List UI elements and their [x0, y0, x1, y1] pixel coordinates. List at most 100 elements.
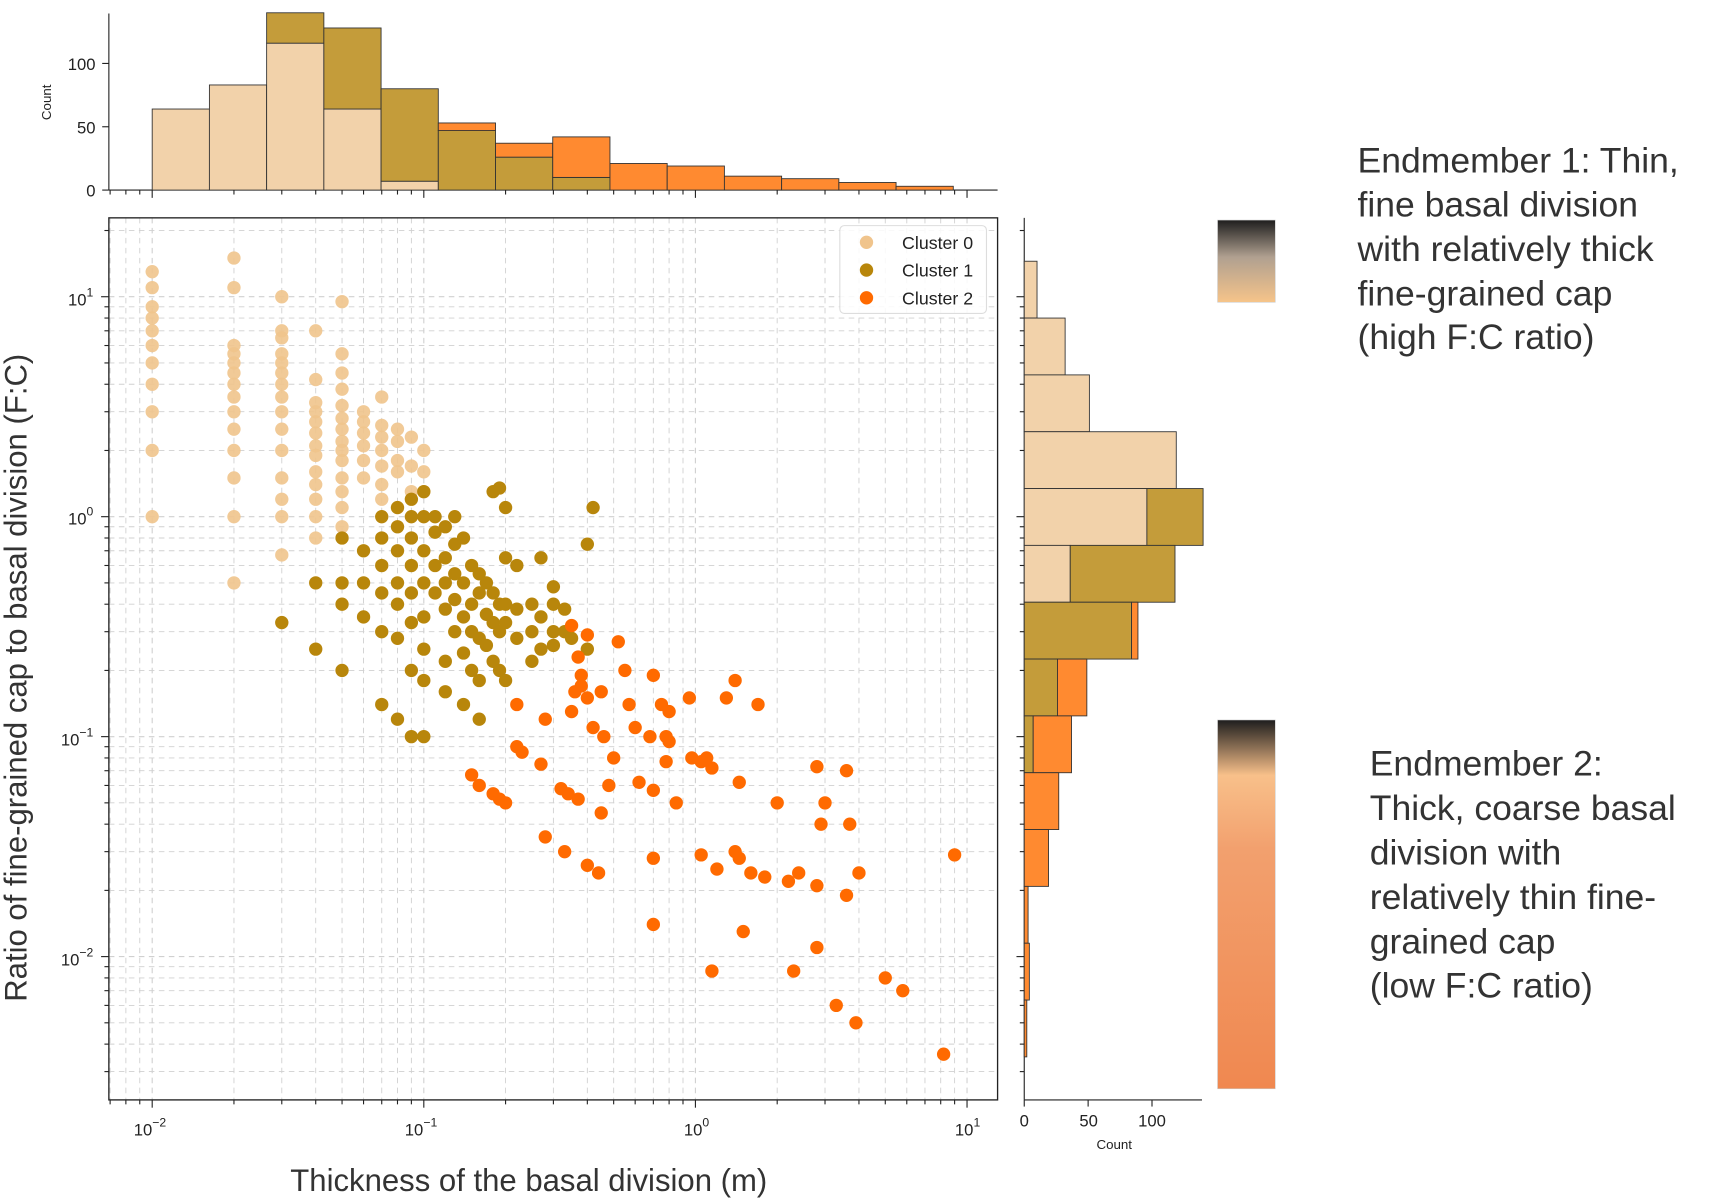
scatter-point-cluster-0 [145, 280, 159, 295]
scatter-point-cluster-1 [492, 481, 507, 495]
scatter-point-cluster-1 [404, 663, 419, 678]
scatter-point-cluster-2 [557, 844, 572, 859]
histogram-bar [552, 176, 611, 191]
scatter-point-cluster-2 [770, 796, 784, 810]
scatter-point-cluster-0 [356, 471, 371, 485]
scatter-point-cluster-0 [145, 300, 159, 314]
scatter-point-cluster-2 [611, 635, 625, 649]
y-tick-labels: 101 100 10−1 10−2 [61, 286, 94, 970]
endmember-2-color-bar [1217, 719, 1276, 1090]
scatter-point-cluster-0 [227, 251, 241, 265]
scatter-point-cluster-2 [472, 778, 486, 793]
scatter-point-cluster-0 [145, 377, 159, 391]
scatter-point-cluster-1 [498, 673, 513, 688]
scatter-point-cluster-1 [525, 597, 539, 611]
scatter-point-cluster-1 [564, 631, 579, 645]
histogram-bar [1023, 374, 1090, 433]
right-hist-x-label: Count [1096, 1137, 1132, 1152]
legend: Cluster 0 Cluster 1 Cluster 2 [839, 225, 988, 314]
scatter-point-cluster-0 [227, 510, 241, 524]
y-tick-label: 101 [68, 286, 94, 310]
scatter-point-cluster-2 [728, 673, 742, 688]
scatter-point-cluster-0 [275, 471, 289, 485]
scatter-point-cluster-2 [646, 783, 661, 798]
scatter-point-cluster-2 [843, 817, 857, 831]
scatter-point-cluster-1 [390, 576, 405, 590]
scatter-point-cluster-1 [525, 625, 539, 639]
scatter-point-cluster-1 [417, 610, 431, 624]
note-line: relatively thin fine- [1370, 877, 1656, 917]
histogram-bar [380, 180, 439, 191]
scatter-point-cluster-1 [472, 586, 486, 600]
scatter-point-cluster-0 [309, 372, 323, 387]
scatter-point-cluster-0 [309, 531, 323, 545]
scatter-point-cluster-0 [145, 264, 159, 279]
histogram-bar [151, 108, 210, 191]
scatter-point-cluster-0 [356, 405, 371, 419]
scatter-point-cluster-0 [145, 405, 159, 419]
scatter-point-cluster-1 [438, 685, 452, 699]
scatter-point-cluster-1 [510, 602, 524, 616]
note-line: grained cap [1370, 921, 1556, 961]
histogram-bar [1023, 715, 1034, 774]
scatter-point-cluster-1 [492, 663, 507, 678]
histogram-bar [380, 88, 439, 182]
legend-item-cluster-0: Cluster 0 [859, 233, 973, 253]
scatter-point-cluster-2 [947, 848, 962, 862]
scatter-point-cluster-1 [472, 567, 486, 581]
note-line: Endmember 1: Thin, [1358, 140, 1679, 180]
scatter-point-cluster-1 [510, 631, 524, 645]
scatter-point-cluster-0 [375, 443, 389, 458]
endmember-2-note: Endmember 2: Thick, coarse basal divisio… [1370, 744, 1676, 1006]
y-tick-label: 10−2 [61, 946, 94, 970]
scatter-point-cluster-2 [736, 924, 750, 939]
legend-marker [859, 235, 874, 249]
scatter-point-cluster-2 [705, 761, 719, 775]
scatter-point-cluster-2 [602, 778, 616, 793]
scatter-point-cluster-1 [546, 638, 561, 653]
scatter-point-cluster-1 [375, 586, 389, 600]
scatter-point-cluster-2 [591, 866, 606, 880]
scatter-point-cluster-2 [510, 697, 524, 712]
scatter-point-cluster-0 [356, 453, 371, 468]
scatter-point-cluster-1 [404, 586, 419, 600]
scatter-point-cluster-0 [275, 377, 289, 391]
note-line: (high F:C ratio) [1358, 317, 1595, 357]
scatter-point-cluster-1 [498, 500, 513, 515]
scatter-point-cluster-1 [417, 729, 431, 744]
scatter-point-cluster-0 [335, 471, 349, 485]
scatter-point-cluster-0 [275, 390, 289, 404]
histogram-bar [323, 108, 382, 191]
scatter-point-cluster-2 [719, 691, 734, 705]
scatter-point-cluster-1 [417, 484, 431, 499]
scatter-point-cluster-0 [309, 439, 323, 453]
scatter-point-cluster-0 [375, 390, 389, 404]
note-line: division with [1370, 832, 1562, 872]
histogram-bar [1069, 544, 1176, 603]
scatter-points [145, 251, 962, 1061]
scatter-point-cluster-1 [464, 663, 479, 678]
top-histogram [102, 12, 998, 191]
scatter-point-cluster-2 [515, 745, 529, 759]
scatter-point-cluster-0 [275, 422, 289, 436]
note-line: with relatively thick [1357, 229, 1654, 269]
scatter-point-cluster-2 [606, 751, 621, 765]
x-axis-label: Thickness of the basal division (m) [290, 1163, 767, 1198]
scatter-point-cluster-1 [448, 592, 462, 607]
scatter-point-cluster-0 [417, 443, 431, 458]
scatter-point-cluster-0 [145, 510, 159, 524]
scatter-point-cluster-0 [275, 492, 289, 506]
histogram-bar [1023, 260, 1038, 319]
scatter-point-cluster-1 [428, 510, 442, 524]
legend-label: Cluster 2 [902, 289, 973, 309]
histogram-bar [323, 27, 382, 110]
y-tick-label: 10−1 [61, 726, 94, 750]
scatter-point-cluster-2 [594, 806, 608, 820]
x-tick-label: 10−2 [134, 1116, 167, 1140]
histogram-bar [1023, 658, 1058, 717]
scatter-point-cluster-0 [335, 422, 349, 436]
scatter-point-cluster-2 [936, 1047, 951, 1061]
scatter-point-cluster-1 [417, 544, 431, 558]
scatter-point-cluster-1 [335, 663, 349, 678]
